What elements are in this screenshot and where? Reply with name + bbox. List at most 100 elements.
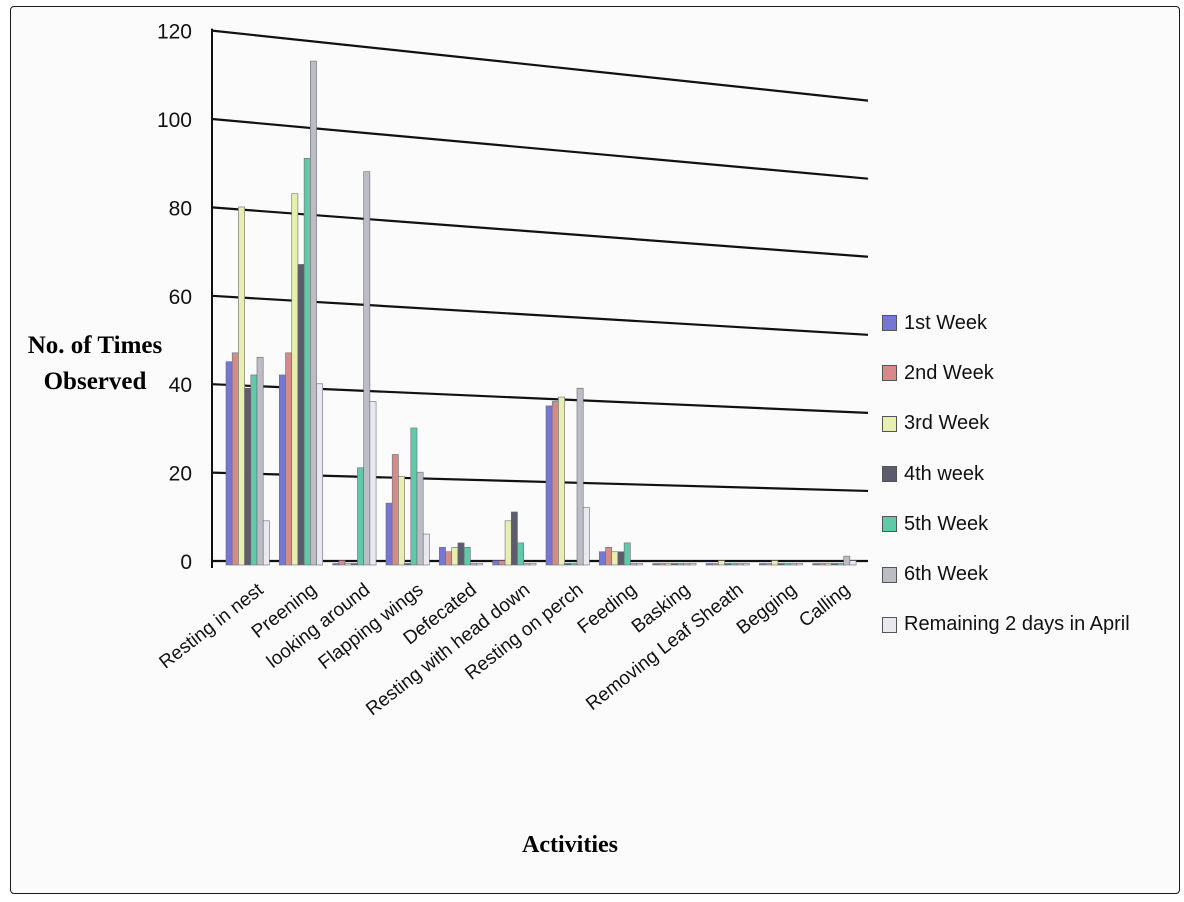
bar (439, 547, 446, 566)
bar (391, 454, 399, 566)
bar (279, 374, 286, 566)
x-tick-label: Calling (795, 579, 854, 631)
y-tick-label: 120 (157, 21, 192, 44)
bar (718, 560, 725, 566)
bar (771, 560, 779, 566)
bar (623, 542, 631, 566)
bar (422, 533, 430, 566)
legend-item: 4th week (882, 449, 1182, 499)
legend: 1st Week 2nd Week 3rd Week 4th week 5th Week… (882, 298, 1182, 650)
legend-swatch (882, 365, 897, 382)
bar (316, 383, 324, 566)
y-axis-ticks: 0 20 40 60 80 100 120 (157, 21, 192, 574)
x-tick-label: Begging (733, 579, 801, 638)
bar (332, 563, 340, 566)
bar (510, 511, 518, 566)
bar (545, 405, 553, 566)
bar (582, 507, 590, 566)
legend-swatch (882, 466, 897, 483)
bar (783, 563, 791, 566)
bar (818, 563, 826, 566)
bar (683, 563, 691, 566)
legend-swatch (882, 415, 897, 432)
bar (705, 563, 713, 566)
y-tick-label: 80 (169, 197, 192, 220)
bar (498, 560, 506, 566)
bar (599, 551, 606, 566)
legend-label: 1st Week (904, 311, 987, 334)
bar (262, 520, 270, 566)
bar (736, 563, 744, 566)
bar (338, 560, 346, 566)
bar (576, 387, 584, 566)
bar (849, 560, 857, 566)
bar (303, 158, 311, 566)
bar (310, 60, 317, 566)
legend-label: 2nd Week (904, 361, 994, 384)
legend-item: 2nd Week (882, 348, 1182, 398)
gridline (211, 206, 869, 258)
gridline (211, 117, 869, 180)
bar (759, 563, 766, 566)
bar (416, 471, 424, 566)
x-tick-label: Feeding (574, 579, 641, 638)
bar (238, 206, 245, 566)
bar (658, 563, 666, 566)
bar (843, 555, 851, 566)
bar (664, 563, 672, 566)
legend-label: 6th Week (904, 563, 989, 586)
bar (605, 547, 613, 566)
legend-swatch (882, 616, 897, 633)
y-tick-label: 40 (169, 374, 192, 397)
bar (777, 563, 785, 566)
bar (363, 171, 371, 566)
bar (636, 563, 644, 566)
bar (564, 563, 572, 566)
bar (285, 352, 293, 566)
legend-label: 3rd Week (904, 412, 990, 435)
legend-label: 4th week (904, 462, 985, 485)
bar (570, 563, 578, 566)
bar (492, 560, 500, 566)
bar (385, 502, 393, 566)
legend-swatch (882, 516, 897, 533)
bar (250, 374, 258, 566)
bar (652, 563, 660, 566)
bar (711, 563, 719, 566)
bar (357, 467, 364, 566)
bar (470, 563, 477, 566)
y-tick-label: 0 (180, 551, 192, 574)
bar (404, 563, 412, 566)
bar (225, 361, 233, 566)
bar (344, 563, 352, 566)
legend-item: 3rd Week (882, 399, 1182, 449)
bar (796, 563, 804, 566)
bars (225, 60, 857, 566)
bar (551, 401, 559, 566)
bar (837, 563, 844, 566)
gridline (211, 29, 869, 102)
legend-item: Remaining 2 days in April (882, 600, 1182, 650)
bar (765, 563, 773, 566)
bar (445, 551, 453, 566)
bar (398, 476, 405, 566)
bar (476, 563, 484, 566)
bar (812, 563, 820, 566)
bar (231, 352, 239, 566)
y-tick-label: 20 (169, 463, 192, 486)
legend-label: 5th Week (904, 512, 989, 535)
gridline (211, 294, 869, 336)
bar (630, 563, 637, 566)
legend-label: Remaining 2 days in April (904, 613, 1130, 636)
bar (504, 520, 512, 566)
bar (558, 396, 565, 566)
bar (523, 563, 531, 566)
bar (457, 542, 465, 566)
bar (350, 563, 358, 566)
bar (830, 563, 838, 566)
bar (451, 547, 459, 566)
bar (369, 401, 377, 566)
bar (670, 563, 678, 566)
bar (410, 427, 418, 566)
